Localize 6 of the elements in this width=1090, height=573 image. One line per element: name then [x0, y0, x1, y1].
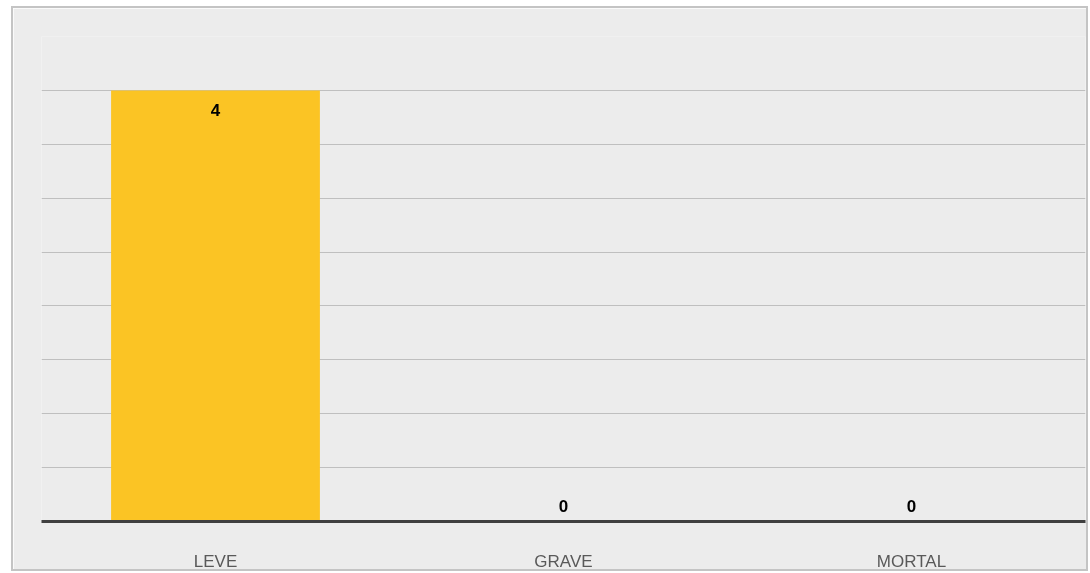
x-tick-label: MORTAL: [876, 551, 947, 571]
data-label: 0: [906, 496, 917, 516]
data-label: 0: [558, 496, 569, 516]
x-tick-label: GRAVE: [534, 551, 593, 571]
x-tick-label: LEVE: [193, 551, 238, 571]
data-label: 4: [210, 101, 221, 121]
